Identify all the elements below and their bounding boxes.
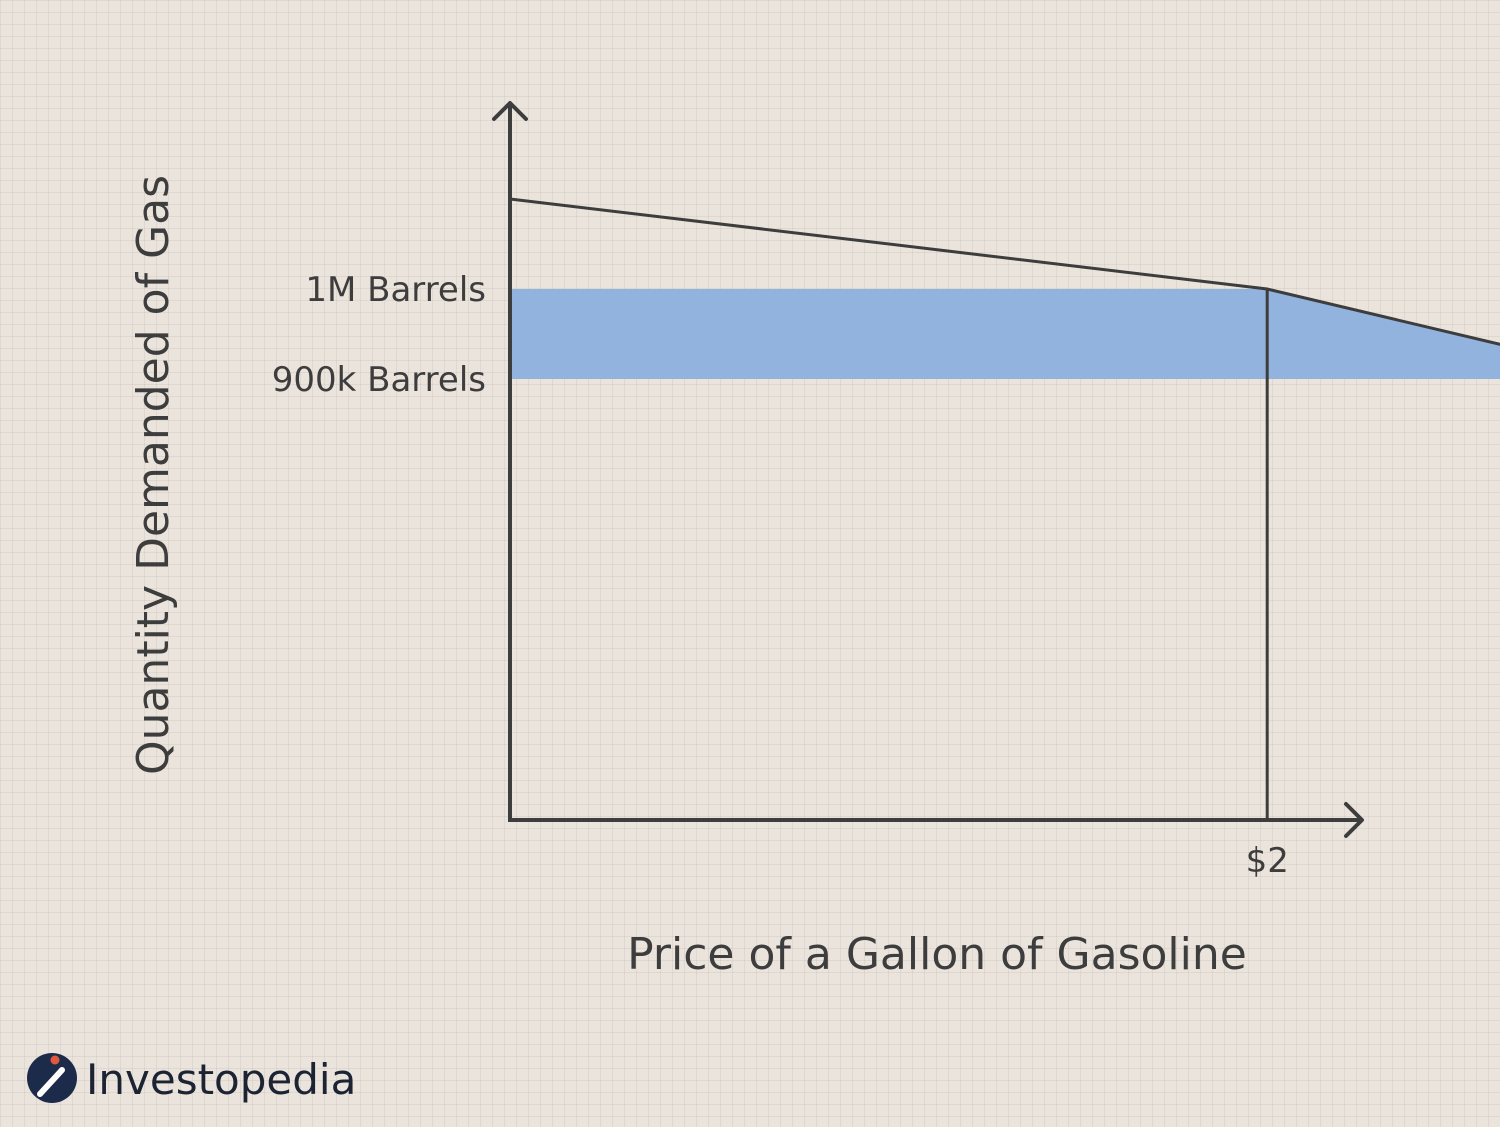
brand-name: Investopedia	[86, 1055, 356, 1104]
demand-line	[509, 197, 1500, 346]
x-axis-title: Price of a Gallon of Gasoline	[627, 929, 1247, 980]
y-tick-label-900k: 900k Barrels	[272, 360, 486, 400]
quantity-change-band	[510, 289, 1500, 379]
y-axis-title: Quantity Demanded of Gas	[128, 175, 179, 775]
y-tick-label-1m: 1M Barrels	[305, 270, 486, 310]
x-axis-arrow-icon	[1344, 802, 1364, 838]
investopedia-logo-icon	[27, 1053, 77, 1103]
x-tick-label-2: $2	[1246, 841, 1289, 881]
y-axis-arrow-icon	[492, 101, 528, 121]
